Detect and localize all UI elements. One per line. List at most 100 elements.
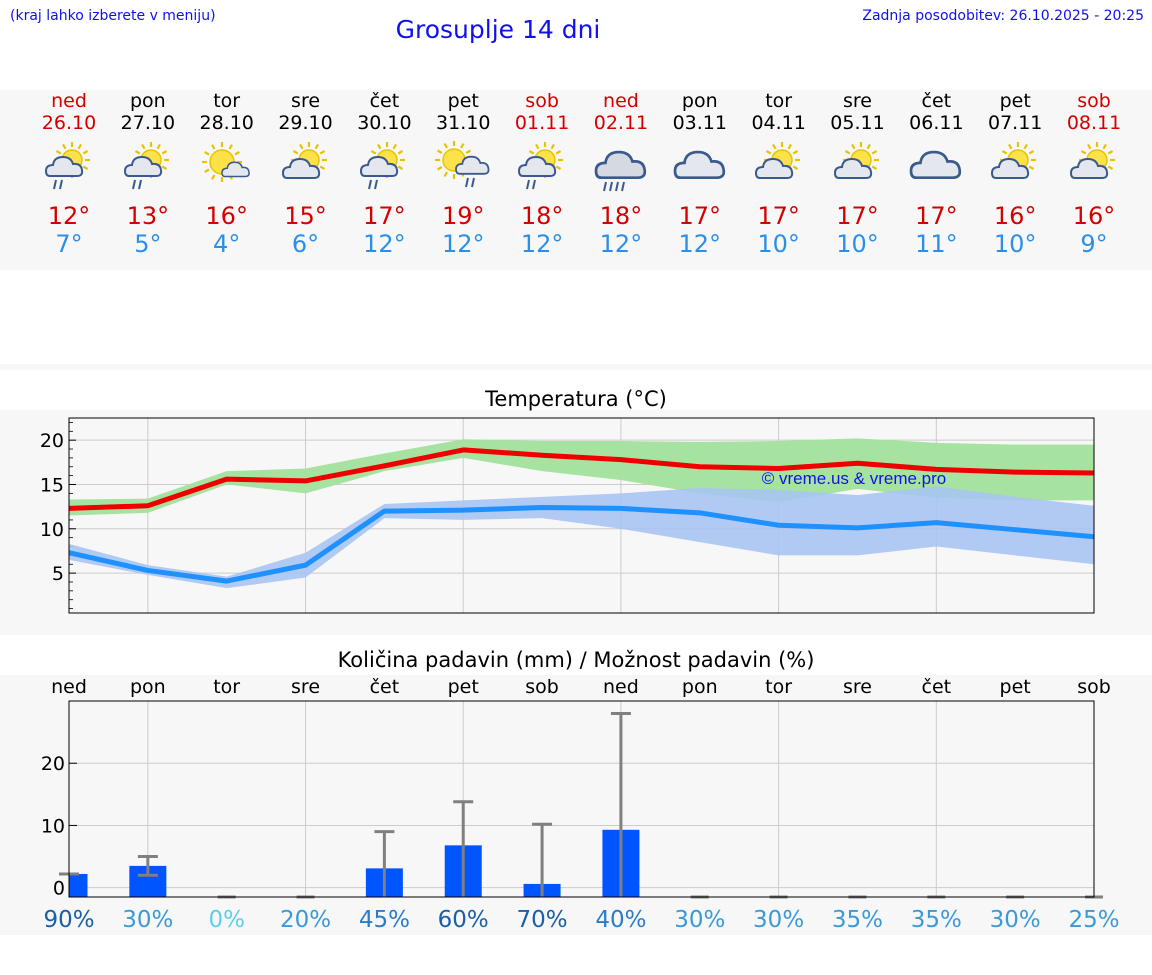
forecast-day: pet 07.11 16° 10° (975, 90, 1055, 258)
precipitation-bar (69, 873, 88, 897)
max-temperature: 17° (363, 202, 406, 230)
precipitation-probability-label: 30% (674, 907, 725, 933)
precipitation-day-label: sre (291, 676, 320, 698)
sun-cloud-icon (833, 142, 879, 179)
day-name: sob (1077, 90, 1111, 112)
min-temperature: 4° (213, 230, 241, 258)
sun-cloud-icon (281, 142, 327, 179)
day-date: 04.11 (751, 112, 806, 134)
forecast-day: sre 05.11 17° 10° (818, 90, 898, 258)
forecast-day: sob 08.11 16° 9° (1054, 90, 1134, 258)
weather-icon-holder (187, 134, 267, 202)
day-date: 01.11 (514, 112, 570, 134)
sun-cloud-rain-icon (44, 142, 90, 190)
forecast-day: tor 28.10 16° 4° (187, 90, 267, 258)
forecast-day: čet 06.11 17° 11° (896, 90, 976, 258)
day-name: pon (681, 90, 718, 112)
precipitation-probability-label: 20% (280, 907, 331, 933)
sun-cloud-showers-icon (435, 141, 490, 188)
max-temperature: 16° (1072, 202, 1116, 230)
weather-icon-holder (896, 134, 976, 202)
forecast-day: pet 31.10 19° 12° (423, 90, 503, 258)
forecast-day: pon 27.10 13° 5° (108, 90, 188, 258)
min-temperature: 9° (1080, 230, 1108, 258)
precipitation-plot-frame (68, 700, 1095, 898)
weather-icon-holder (423, 134, 503, 202)
max-temperature: 13° (126, 202, 170, 230)
sun-cloud-rain-icon (518, 142, 564, 190)
precipitation-probability-label: 40% (595, 907, 646, 933)
day-date: 27.10 (120, 112, 176, 134)
precipitation-day-label: tor (765, 676, 792, 698)
min-temperature: 11° (915, 230, 958, 258)
menu-hint: (kraj lahko izberete v meniju) (10, 8, 216, 24)
max-temperature: 12° (47, 202, 91, 230)
separator-band (0, 364, 1152, 370)
min-temperature: 12° (441, 230, 485, 258)
min-temperature: 10° (993, 230, 1037, 258)
weather-icon-holder (975, 134, 1055, 202)
precipitation-day-label: čet (370, 676, 400, 698)
day-date: 26.10 (41, 112, 97, 134)
max-temperature: 16° (205, 202, 248, 230)
precipitation-y-tick-label: 0 (53, 878, 65, 900)
weather-icon-holder (502, 134, 582, 202)
precipitation-probability-label: 30% (990, 907, 1041, 933)
daily-forecast-strip: ned 26.10 12° 7° pon 27.10 13° 5° tor 28.10 16°… (0, 90, 1152, 270)
forecast-day: sob 01.11 18° 12° (502, 90, 582, 258)
weather-icon-holder (266, 134, 346, 202)
sun-cloud-rain-icon (123, 142, 169, 190)
day-date: 03.11 (672, 112, 727, 134)
precipitation-probability-label: 35% (911, 907, 962, 933)
forecast-day: čet 30.10 17° 12° (344, 90, 424, 258)
precipitation-y-tick-label: 10 (41, 815, 65, 837)
day-name: pon (129, 90, 166, 112)
min-temperature: 10° (836, 230, 879, 258)
temperature-y-tick-label: 20 (40, 430, 64, 452)
sun-cloud-icon (1070, 142, 1116, 179)
forecast-day: ned 02.11 18° 12° (581, 90, 661, 258)
precipitation-day-label: tor (213, 676, 240, 698)
day-name: pet (447, 90, 479, 112)
precipitation-probability-label: 60% (438, 907, 489, 933)
day-date: 06.11 (909, 112, 964, 134)
day-name: sre (291, 90, 321, 112)
day-name: pet (999, 90, 1031, 112)
day-name: čet (921, 90, 952, 112)
weather-icon-holder (29, 134, 109, 202)
weather-icon-holder (739, 134, 819, 202)
weather-icon-holder (818, 134, 898, 202)
precipitation-day-label: pon (130, 676, 166, 698)
day-date: 30.10 (357, 112, 412, 134)
max-temperature: 17° (757, 202, 800, 230)
forecast-day: pon 03.11 17° 12° (660, 90, 740, 258)
precipitation-day-label: čet (922, 676, 952, 698)
max-temperature-range-band (69, 438, 1094, 516)
min-temperature: 12° (520, 230, 564, 258)
temperature-y-tick-label: 10 (40, 519, 64, 541)
day-name: sre (843, 90, 872, 112)
precipitation-probability-label: 25% (1068, 907, 1119, 933)
day-date: 05.11 (830, 112, 885, 134)
max-temperature: 16° (993, 202, 1037, 230)
min-temperature: 10° (757, 230, 800, 258)
day-date: 31.10 (436, 112, 491, 134)
precipitation-probability-label: 90% (43, 907, 94, 933)
forecast-day: ned 26.10 12° 7° (29, 90, 109, 258)
precipitation-day-label: ned (51, 676, 87, 698)
min-temperature-line (68, 505, 1095, 584)
precipitation-probability-label: 30% (753, 907, 804, 933)
temperature-y-tick-label: 5 (52, 563, 64, 585)
day-date: 02.11 (593, 112, 649, 134)
cloud-icon (909, 150, 962, 180)
precipitation-day-label: pon (682, 676, 718, 698)
temperature-y-tick-label: 15 (40, 474, 64, 496)
precipitation-day-label: sob (1077, 676, 1111, 698)
weather-icon-holder (1054, 134, 1134, 202)
precipitation-probability-label: 0% (208, 907, 245, 933)
last-updated: Zadnja posodobitev: 26.10.2025 - 20:25 (862, 8, 1144, 24)
day-name: čet (369, 90, 400, 112)
temperature-plot-frame (68, 417, 1095, 614)
precipitation-plot-area (69, 701, 1094, 897)
precipitation-probability-label: 30% (122, 907, 173, 933)
